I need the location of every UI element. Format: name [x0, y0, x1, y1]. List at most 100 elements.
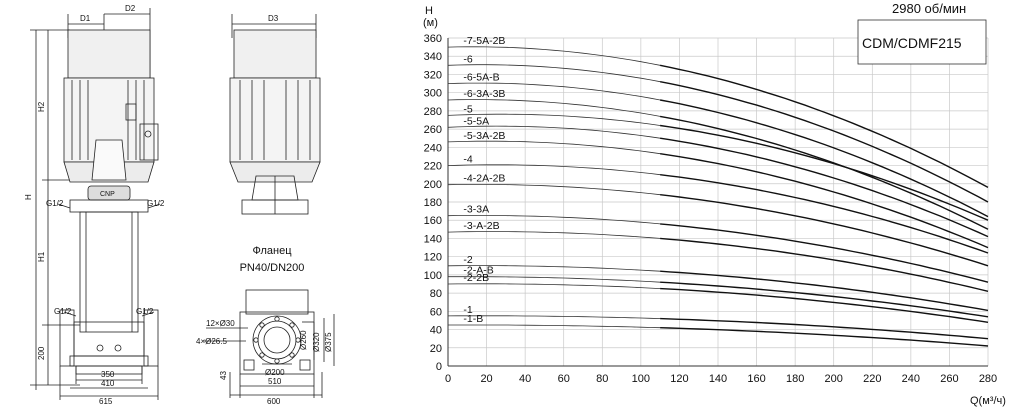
y-tick-label: 40	[430, 325, 442, 337]
dim-350: 350	[101, 370, 115, 379]
y-tick-label: 80	[430, 288, 442, 300]
pump-base-view	[204, 289, 335, 398]
y-tick-label: 300	[424, 88, 442, 100]
curve-line-low-flow	[448, 276, 661, 283]
x-tick-label: 280	[979, 373, 997, 385]
curve-line	[659, 64, 989, 189]
curve-line-low-flow	[447, 140, 661, 155]
x-tick-label: 260	[940, 373, 958, 385]
curve-line	[660, 174, 989, 254]
curve-line	[659, 115, 989, 230]
y-tick-label: 100	[424, 270, 442, 282]
curve-line	[660, 124, 989, 221]
model-label: CDM/CDMF215	[862, 35, 962, 51]
y-tick-label: 340	[424, 51, 442, 63]
dim-g-right-bottom: G1/2	[136, 307, 154, 316]
curve-label: -5-5A	[463, 115, 489, 127]
y-tick-label: 260	[424, 124, 442, 136]
y-tick-label: 20	[430, 343, 442, 355]
flange-title: Фланец	[252, 245, 292, 257]
y-axis-unit: (м)	[423, 17, 438, 29]
y-tick-labels: 0 20 40 60 80 100 120 140 160 180 200 220 240 260 280 3…	[424, 33, 442, 373]
dim-d2: D2	[125, 4, 136, 13]
dim-410: 410	[101, 379, 115, 388]
curve-label: -2	[463, 254, 472, 266]
curve-label: -6-3A-3B	[463, 88, 505, 100]
x-tick-label: 160	[747, 373, 765, 385]
curve-line	[659, 153, 989, 249]
curve-label: -2-2B	[463, 272, 489, 284]
curve-line-low-flow	[447, 64, 661, 83]
curve-label: -2-A-B	[463, 265, 493, 277]
y-tick-label: 220	[424, 161, 442, 173]
pump-base-dimension-labels: 12×Ø30 4×Ø26.5 Ø260 Ø320 Ø375 Ø200 43 51…	[196, 319, 333, 406]
dim-d260: Ø260	[299, 330, 308, 350]
dim-d375: Ø375	[324, 332, 333, 352]
curve-line-low-flow	[447, 231, 661, 239]
curve-line	[660, 287, 989, 323]
x-tick-label: 200	[825, 373, 843, 385]
speed-label: 2980 об/мин	[892, 1, 966, 16]
curve-line	[660, 270, 989, 312]
curve-label: -3-3A	[463, 204, 489, 216]
curve-line-low-flow	[447, 46, 661, 66]
y-tick-label: 180	[424, 197, 442, 209]
curve-line-low-flow	[447, 315, 661, 319]
pump-side-view	[229, 14, 321, 215]
x-axis-title: Q(м³/ч)	[970, 395, 1006, 407]
performance-chart: 2980 об/мин H (м) Q(м³/ч) 0 20 40 60 80 100 12…	[423, 1, 1006, 407]
curve-line-low-flow	[447, 113, 661, 126]
dim-h2: H2	[37, 101, 46, 112]
flange-spec: PN40/DN200	[240, 262, 305, 274]
dim-510: 510	[268, 377, 282, 386]
curve-line-low-flow	[447, 82, 661, 101]
curve-label: -3-A-2B	[463, 220, 499, 232]
curve-label: -4	[463, 154, 472, 166]
curve-line	[660, 327, 989, 347]
dim-g-left-top: G1/2	[46, 199, 64, 208]
x-tick-label: 0	[445, 373, 451, 385]
dim-holes: 4×Ø26.5	[196, 337, 227, 346]
curve-line	[660, 194, 989, 267]
dim-200: 200	[37, 346, 46, 360]
curve-line-low-flow	[447, 265, 661, 272]
curve-line	[659, 137, 989, 238]
curve-line	[659, 81, 989, 203]
x-tick-label: 240	[902, 373, 920, 385]
pump-curves	[447, 46, 989, 347]
dim-bolts: 12×Ø30	[206, 319, 235, 328]
curve-line-low-flow	[447, 184, 661, 196]
curve-label: -6-5A-B	[463, 72, 499, 84]
y-tick-label: 160	[424, 215, 442, 227]
x-tick-label: 220	[863, 373, 881, 385]
curve-label: -1	[463, 304, 472, 316]
y-tick-label: 0	[436, 361, 442, 373]
dim-d200: Ø200	[265, 368, 285, 377]
dim-d3: D3	[268, 14, 279, 23]
y-tick-label: 360	[424, 33, 442, 45]
dim-d1: D1	[80, 14, 91, 23]
chart-grid	[447, 37, 989, 367]
dim-h: H	[24, 194, 33, 200]
pump-front-view: CNP	[30, 8, 161, 400]
dim-43: 43	[219, 371, 228, 380]
y-tick-label: 60	[430, 306, 442, 318]
x-tick-label: 140	[709, 373, 727, 385]
y-tick-label: 240	[424, 142, 442, 154]
pump-front-dimension-labels: D1 D2 H H2 H1 200 G1/2 G1/2 G1/2 G1/2 35…	[24, 4, 165, 406]
dim-g-right-top: G1/2	[147, 199, 165, 208]
y-tick-label: 320	[424, 69, 442, 81]
y-tick-label: 140	[424, 233, 442, 245]
model-label-box	[857, 19, 987, 65]
dim-600: 600	[267, 397, 281, 406]
curve-label: -5-3A-2B	[463, 130, 505, 142]
curve-line-low-flow	[447, 164, 661, 176]
y-tick-label: 280	[424, 106, 442, 118]
curve-line	[659, 99, 989, 218]
dim-d320: Ø320	[312, 332, 321, 352]
y-axis-title: H	[425, 5, 433, 17]
svg-text:CNP: CNP	[100, 191, 115, 198]
dim-h1: H1	[37, 251, 46, 262]
curve-label: -1-B	[463, 313, 483, 325]
